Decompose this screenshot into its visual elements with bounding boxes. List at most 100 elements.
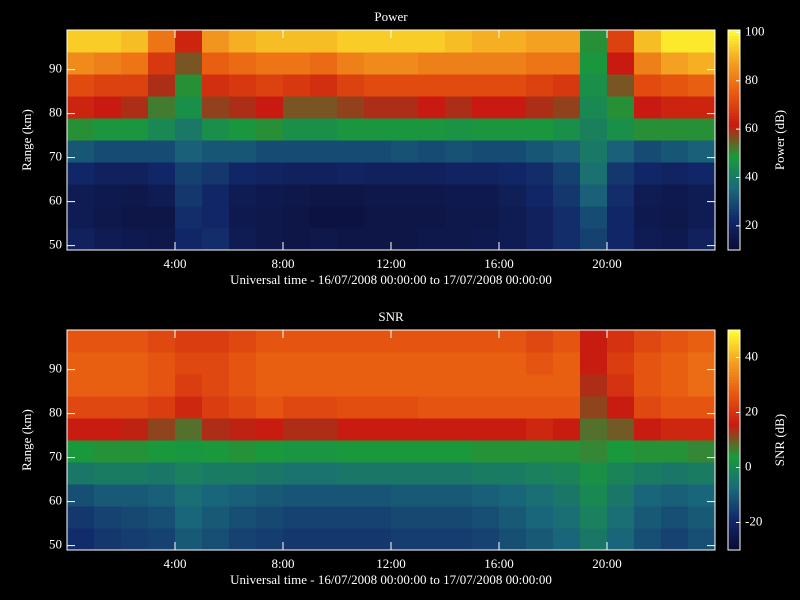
heatmap-cell	[229, 184, 257, 207]
heatmap-cell	[337, 118, 365, 141]
heatmap-cell	[283, 440, 311, 463]
colorbar-slice	[728, 401, 740, 405]
colorbar-slice	[728, 379, 740, 383]
heatmap-cell	[553, 118, 581, 141]
heatmap-cell	[472, 374, 500, 397]
heatmap-cell	[337, 228, 365, 251]
heatmap-cell	[661, 184, 689, 207]
heatmap-cell	[364, 52, 392, 75]
heatmap-cell	[256, 162, 284, 185]
heatmap-cell	[121, 206, 149, 229]
heatmap-cell	[499, 374, 527, 397]
colorbar-slice	[728, 442, 740, 446]
heatmap-cell	[418, 484, 446, 507]
heatmap-cell	[418, 418, 446, 441]
heatmap-cell	[256, 396, 284, 419]
heatmap-cell	[229, 96, 257, 119]
heatmap-cell	[229, 484, 257, 507]
colorbar-slice	[728, 374, 740, 378]
heatmap-cell	[634, 352, 662, 375]
heatmap-cell	[445, 396, 473, 419]
heatmap-cell	[67, 440, 95, 463]
heatmap-cell	[499, 352, 527, 375]
colorbar-slice	[728, 426, 740, 430]
heatmap-cell	[553, 96, 581, 119]
heatmap-cell	[634, 184, 662, 207]
heatmap-cell	[445, 528, 473, 551]
heatmap-cell	[553, 396, 581, 419]
colorbar-slice	[728, 539, 740, 543]
panel-title: Power	[374, 9, 408, 24]
heatmap-cell	[391, 140, 419, 163]
heatmap-cell	[580, 462, 608, 485]
colorbar-slice	[728, 197, 740, 201]
heatmap-cell	[553, 30, 581, 53]
heatmap-cell	[445, 184, 473, 207]
heatmap-cell	[607, 140, 635, 163]
colorbar-slice	[728, 492, 740, 496]
colorbar-tick-label: 0	[745, 458, 752, 473]
heatmap-cell	[607, 206, 635, 229]
heatmap-cell	[337, 184, 365, 207]
heatmap-cell	[121, 30, 149, 53]
colorbar-slice	[728, 459, 740, 463]
heatmap-cell	[283, 462, 311, 485]
colorbar-slice	[728, 159, 740, 163]
heatmap-cell	[202, 440, 230, 463]
heatmap-cell	[283, 528, 311, 551]
y-tick-label: 60	[49, 193, 62, 208]
colorbar-slice	[728, 101, 740, 105]
heatmap-cell	[688, 418, 716, 441]
heatmap-cell	[472, 52, 500, 75]
heatmap-cell	[661, 140, 689, 163]
y-tick-label: 90	[49, 61, 62, 76]
heatmap-cell	[418, 462, 446, 485]
colorbar-slice	[728, 228, 740, 232]
colorbar-slice	[728, 49, 740, 53]
colorbar-slice	[728, 478, 740, 482]
heatmap-cell	[229, 506, 257, 529]
heatmap-cell	[580, 74, 608, 97]
heatmap-cell	[202, 330, 230, 353]
colorbar-slice	[728, 418, 740, 422]
colorbar-slice	[728, 525, 740, 529]
heatmap-cell	[607, 506, 635, 529]
heatmap-cell	[94, 118, 122, 141]
heatmap-cell	[418, 118, 446, 141]
heatmap-cell	[337, 506, 365, 529]
heatmap-cell	[634, 118, 662, 141]
heatmap-cell	[337, 440, 365, 463]
heatmap-cell	[148, 396, 176, 419]
heatmap-cell	[364, 440, 392, 463]
colorbar-slice	[728, 456, 740, 460]
heatmap-cell	[445, 52, 473, 75]
heatmap-cell	[526, 74, 554, 97]
heatmap-cell	[688, 396, 716, 419]
heatmap-cell	[553, 484, 581, 507]
heatmap-cell	[310, 374, 338, 397]
heatmap-cell	[256, 484, 284, 507]
heatmap-cell	[202, 118, 230, 141]
heatmap-cell	[337, 462, 365, 485]
colorbar-slice	[728, 393, 740, 397]
heatmap-cell	[67, 184, 95, 207]
heatmap-cell	[499, 228, 527, 251]
colorbar-tick-label: 100	[745, 23, 765, 38]
colorbar-slice	[728, 536, 740, 540]
heatmap-cell	[445, 352, 473, 375]
colorbar-slice	[728, 357, 740, 361]
heatmap-cell	[256, 228, 284, 251]
heatmap-cell	[67, 462, 95, 485]
heatmap-cell	[418, 74, 446, 97]
colorbar-slice	[728, 214, 740, 218]
colorbar-slice	[728, 522, 740, 526]
colorbar-slice	[728, 85, 740, 89]
heatmap-cell	[472, 528, 500, 551]
colorbar-slice	[728, 415, 740, 419]
colorbar-slice	[728, 126, 740, 130]
heatmap-cell	[634, 330, 662, 353]
heatmap-cell	[94, 506, 122, 529]
heatmap-cell	[688, 374, 716, 397]
heatmap-cell	[499, 528, 527, 551]
heatmap-cell	[310, 52, 338, 75]
